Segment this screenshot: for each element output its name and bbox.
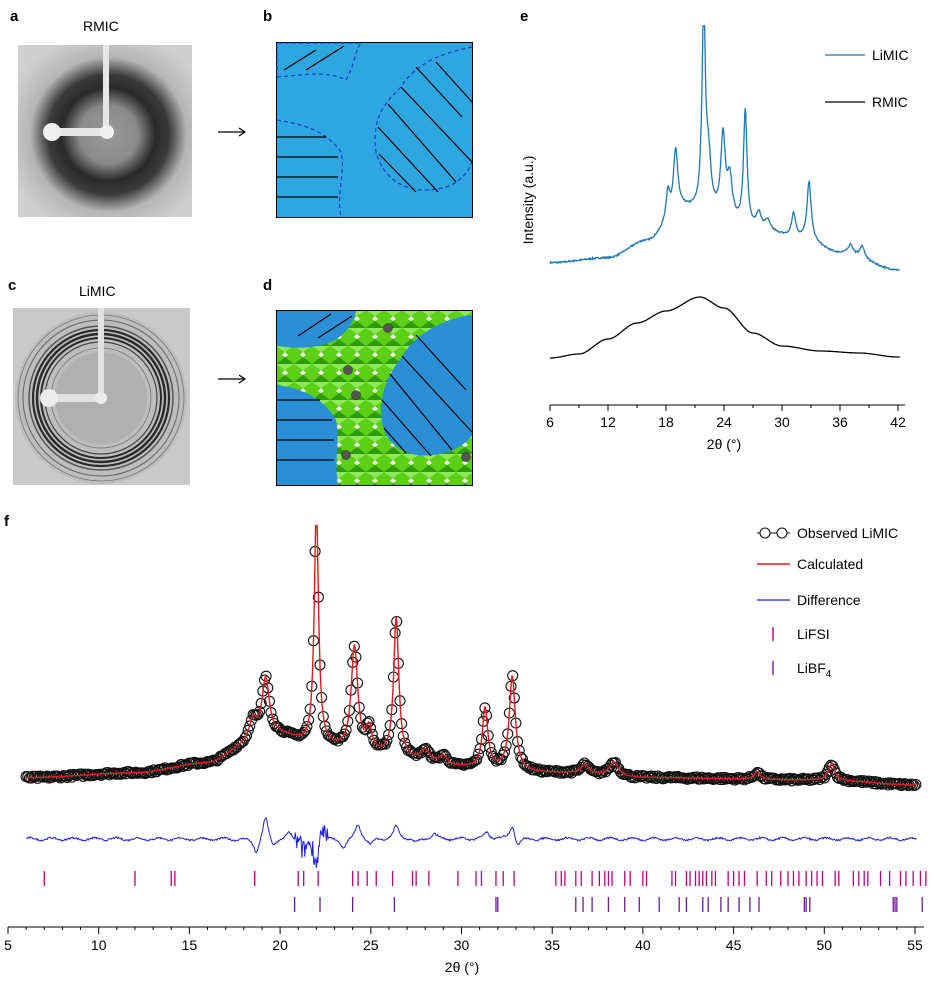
- legend-observed-marker: [776, 527, 788, 539]
- legend-label: Difference: [797, 592, 861, 608]
- observed-point: [490, 755, 502, 767]
- x-tick-label: 25: [363, 937, 379, 953]
- observed-point: [363, 716, 375, 728]
- x-tick-label: 35: [544, 937, 560, 953]
- observed-point: [342, 715, 354, 727]
- limic-schematic: [276, 310, 473, 486]
- series-line-rmic: [550, 296, 900, 359]
- legend-observed-marker: [759, 527, 771, 539]
- x-tick-label: 45: [726, 937, 742, 953]
- x-tick-label: 30: [774, 414, 790, 430]
- observed-series: [20, 545, 922, 792]
- observed-point: [54, 772, 66, 784]
- panel-e-chart: 6 12 18 24 30 36 42 2θ (°) Intensity (a.u.) LiMIC…: [520, 25, 909, 452]
- panel-a-title: RMIC: [83, 18, 119, 34]
- observed-point: [469, 755, 481, 767]
- observed-point: [242, 724, 254, 736]
- observed-point: [244, 720, 256, 732]
- x-tick-label: 20: [272, 937, 288, 953]
- x-tick-label: 30: [454, 937, 470, 953]
- observed-point: [260, 670, 272, 682]
- rmic-diffraction-image: [18, 45, 192, 217]
- observed-point: [609, 757, 622, 769]
- panel-f-chart: 5 10 15 20 25 30 35 40 45 50 55 2θ (°) Observed LiMI…: [4, 525, 927, 975]
- observed-point: [479, 702, 491, 714]
- observed-point: [239, 732, 251, 744]
- panel-c-title: LiMIC: [79, 283, 116, 299]
- x-tick-label: 6: [546, 414, 554, 430]
- x-tick-label: 24: [716, 414, 732, 430]
- observed-point: [348, 640, 360, 652]
- panel-d-label: d: [263, 277, 273, 294]
- observed-point: [420, 742, 432, 754]
- x-tick-label: 12: [600, 414, 616, 430]
- x-tick-label: 15: [182, 937, 198, 953]
- panel-e-label: e: [520, 8, 529, 25]
- observed-point: [337, 731, 349, 743]
- x-tick-label: 36: [832, 414, 848, 430]
- observed-point: [340, 724, 352, 736]
- observed-point: [381, 734, 393, 747]
- panel-b-label: b: [263, 8, 273, 25]
- arrow-right-icon: [218, 374, 247, 384]
- observed-point: [174, 760, 186, 772]
- x-tick-label: 42: [890, 414, 906, 430]
- panel-f-label: f: [4, 513, 9, 530]
- observed-point: [577, 759, 589, 771]
- observed-point: [472, 748, 484, 760]
- legend-label: Calculated: [797, 556, 863, 572]
- observed-point: [301, 720, 313, 733]
- legend-label: LiBF4: [797, 660, 832, 680]
- observed-point: [298, 726, 310, 739]
- observed-point: [240, 730, 253, 742]
- x-axis-label: 2θ (°): [707, 436, 741, 452]
- observed-point: [471, 754, 483, 766]
- y-axis-label: Intensity (a.u.): [520, 156, 536, 245]
- legend-label-limic: LiMIC: [872, 47, 909, 63]
- observed-point: [303, 714, 315, 726]
- observed-point: [255, 697, 267, 709]
- legend-label: LiFSI: [797, 626, 830, 642]
- observed-point: [515, 751, 527, 763]
- observed-point: [66, 771, 78, 783]
- x-tick-label: 50: [817, 937, 833, 953]
- x-tick-label: 18: [658, 414, 674, 430]
- observed-point: [614, 766, 626, 778]
- observed-point: [498, 746, 511, 758]
- legend-label-rmic: RMIC: [872, 94, 908, 110]
- difference-line: [25, 817, 917, 868]
- panel-c-label: c: [8, 277, 17, 294]
- x-tick-label: 5: [4, 937, 12, 953]
- x-axis-label: 2θ (°): [445, 959, 479, 975]
- rmic-schematic: [276, 42, 473, 218]
- x-tick-label: 55: [907, 937, 923, 953]
- calculated-line: [26, 525, 917, 786]
- limic-diffraction-image: [13, 308, 190, 485]
- x-tick-label: 40: [635, 937, 651, 953]
- legend-label: Observed LiMIC: [797, 525, 898, 541]
- observed-point: [254, 705, 266, 718]
- legend-subscript: 4: [826, 669, 832, 680]
- x-tick-label: 10: [91, 937, 107, 953]
- panel-a-label: a: [10, 8, 19, 25]
- series-line-limic: [549, 25, 901, 272]
- arrow-right-icon: [218, 127, 247, 137]
